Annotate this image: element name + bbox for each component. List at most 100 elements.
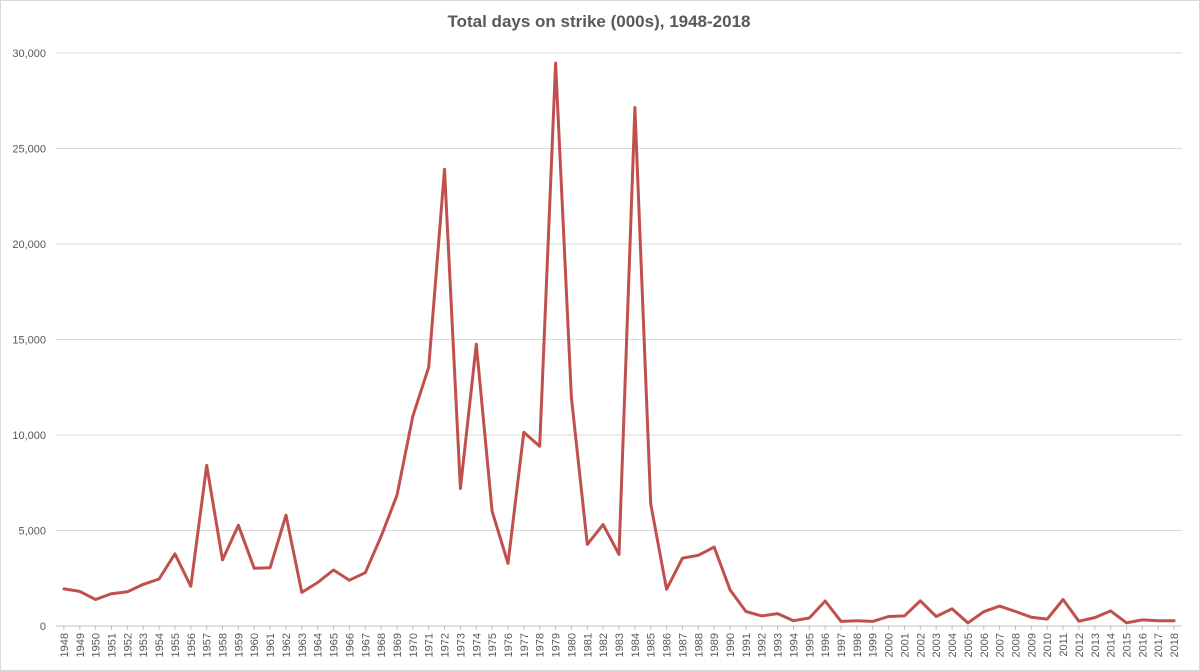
x-tick-label: 1955 (170, 633, 182, 657)
x-tick-label: 1989 (709, 633, 721, 657)
data-point (570, 396, 573, 399)
data-point (411, 415, 415, 418)
x-tick-label: 1969 (392, 633, 404, 657)
x-tick-label: 1983 (614, 633, 626, 657)
x-tick-label: 2016 (1137, 633, 1149, 657)
data-point (760, 614, 763, 618)
data-point (823, 599, 827, 603)
data-point (966, 621, 970, 625)
x-tick-label: 1995 (804, 633, 816, 657)
x-tick-label: 1997 (836, 633, 848, 657)
x-tick-label: 1954 (154, 633, 166, 657)
y-tick-label: 25,000 (12, 144, 46, 156)
x-tick-label: 1959 (233, 633, 245, 657)
data-point (126, 590, 129, 594)
x-tick-label: 1986 (662, 633, 674, 657)
y-tick-label: 10,000 (12, 430, 46, 442)
data-point (78, 590, 81, 593)
x-tick-label: 1948 (59, 633, 71, 657)
data-point (173, 552, 177, 556)
data-point (601, 523, 605, 526)
data-point (792, 619, 795, 622)
data-point (157, 577, 161, 581)
x-axis-ticks: 1948 1949 1950 1951 1952 1953 1954 1955 1956 1957… (59, 626, 1181, 657)
data-point (982, 610, 985, 613)
data-point (998, 604, 1001, 608)
x-tick-label: 1979 (551, 633, 563, 657)
data-point (808, 616, 811, 620)
data-point (300, 591, 304, 594)
data-point (617, 553, 621, 556)
x-tick-label: 2015 (1121, 633, 1133, 657)
x-tick-label: 1968 (376, 633, 388, 657)
x-tick-label: 1971 (424, 633, 436, 657)
data-point (205, 464, 208, 467)
data-point (237, 524, 240, 527)
y-tick-label: 15,000 (12, 335, 46, 347)
x-tick-label: 2007 (995, 633, 1007, 657)
x-tick-label: 1952 (122, 633, 134, 657)
data-point (379, 535, 383, 538)
x-tick-label: 2011 (1058, 633, 1070, 657)
gridlines (56, 52, 1182, 627)
x-tick-label: 1974 (471, 633, 483, 657)
data-point (633, 106, 637, 109)
data-point (855, 619, 859, 622)
y-tick-label: 0 (40, 621, 46, 633)
x-tick-label: 1996 (820, 633, 832, 657)
data-point (1077, 620, 1081, 623)
x-tick-label: 2000 (884, 633, 896, 657)
data-point (1061, 598, 1065, 601)
x-tick-label: 1962 (281, 633, 293, 657)
x-tick-label: 1961 (265, 633, 277, 657)
data-point (316, 581, 319, 584)
data-point (697, 554, 700, 557)
x-tick-label: 1976 (503, 633, 515, 657)
x-tick-label: 1994 (788, 633, 800, 657)
y-axis-ticks: 0 5,000 10,000 15,000 20,000 25,000 30,000 (12, 48, 46, 633)
x-tick-label: 1953 (138, 633, 150, 657)
y-tick-label: 20,000 (12, 239, 46, 251)
x-tick-label: 2012 (1074, 633, 1086, 657)
data-point (1157, 619, 1160, 622)
data-point (94, 598, 97, 601)
data-point (189, 585, 193, 588)
data-point (459, 487, 462, 490)
x-tick-label: 1960 (249, 633, 261, 657)
data-point (1030, 616, 1033, 619)
data-point (776, 612, 779, 615)
x-tick-label: 1978 (535, 633, 547, 657)
chart-title: Total days on strike (000s), 1948-2018 (447, 12, 751, 31)
y-tick-label: 5,000 (18, 526, 46, 538)
data-point (506, 562, 510, 565)
data-point (839, 620, 843, 623)
x-tick-label: 1949 (75, 633, 87, 657)
x-tick-label: 1993 (773, 633, 785, 657)
data-point (221, 558, 224, 562)
data-point (538, 445, 541, 448)
x-tick-label: 1956 (186, 633, 198, 657)
data-point (649, 502, 652, 505)
data-point (744, 610, 748, 613)
x-tick-label: 2005 (963, 633, 975, 657)
data-point (554, 61, 557, 65)
data-point (443, 168, 446, 171)
data-point (427, 365, 430, 369)
data-point (1109, 609, 1112, 613)
x-tick-label: 1998 (852, 633, 864, 657)
data-point (728, 588, 732, 591)
data-point (665, 588, 668, 591)
x-tick-label: 2008 (1010, 633, 1022, 657)
data-point (348, 578, 351, 582)
x-tick-label: 1977 (519, 633, 531, 657)
x-tick-label: 1966 (344, 633, 356, 657)
data-point (681, 556, 684, 560)
x-tick-label: 2017 (1153, 633, 1165, 657)
x-tick-label: 1958 (218, 633, 230, 657)
data-point (1125, 621, 1128, 624)
x-tick-label: 1950 (91, 633, 103, 657)
x-tick-label: 1991 (741, 633, 753, 657)
data-point (586, 543, 589, 546)
data-point (253, 567, 256, 570)
